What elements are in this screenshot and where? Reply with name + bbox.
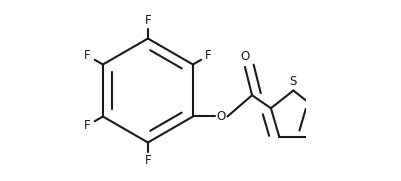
Text: S: S — [289, 75, 296, 88]
Text: O: O — [240, 50, 249, 63]
Text: F: F — [84, 49, 91, 62]
Text: O: O — [216, 110, 225, 123]
Text: F: F — [84, 119, 91, 132]
Text: F: F — [205, 49, 211, 62]
Text: F: F — [144, 14, 151, 27]
Text: F: F — [144, 154, 151, 167]
